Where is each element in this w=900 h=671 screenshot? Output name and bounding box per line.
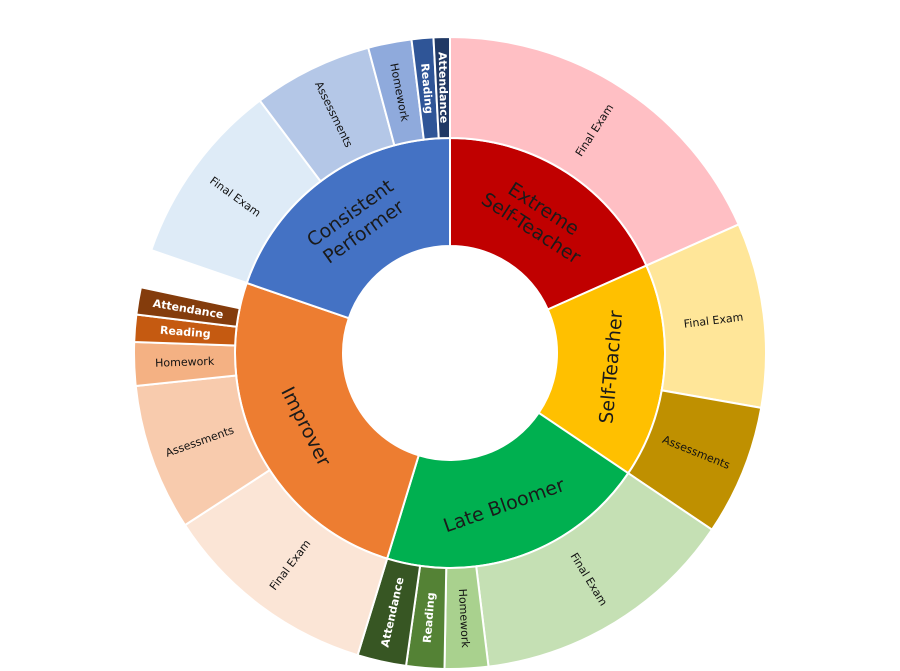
outer-wedge-improver-attendance (135, 286, 241, 328)
outer-label-improver-reading: Reading (160, 324, 212, 341)
outer-label-late-bloomer-reading: Reading (421, 592, 438, 644)
outer-wedge-consistent-performer-attendance (432, 35, 451, 140)
outer-label-improver-homework: Homework (155, 355, 215, 370)
outer-label-late-bloomer-homework: Homework (456, 588, 472, 648)
outer-label-consistent-performer-reading: Reading (418, 63, 435, 115)
outer-label-consistent-performer-attendance: Attendance (436, 52, 451, 124)
